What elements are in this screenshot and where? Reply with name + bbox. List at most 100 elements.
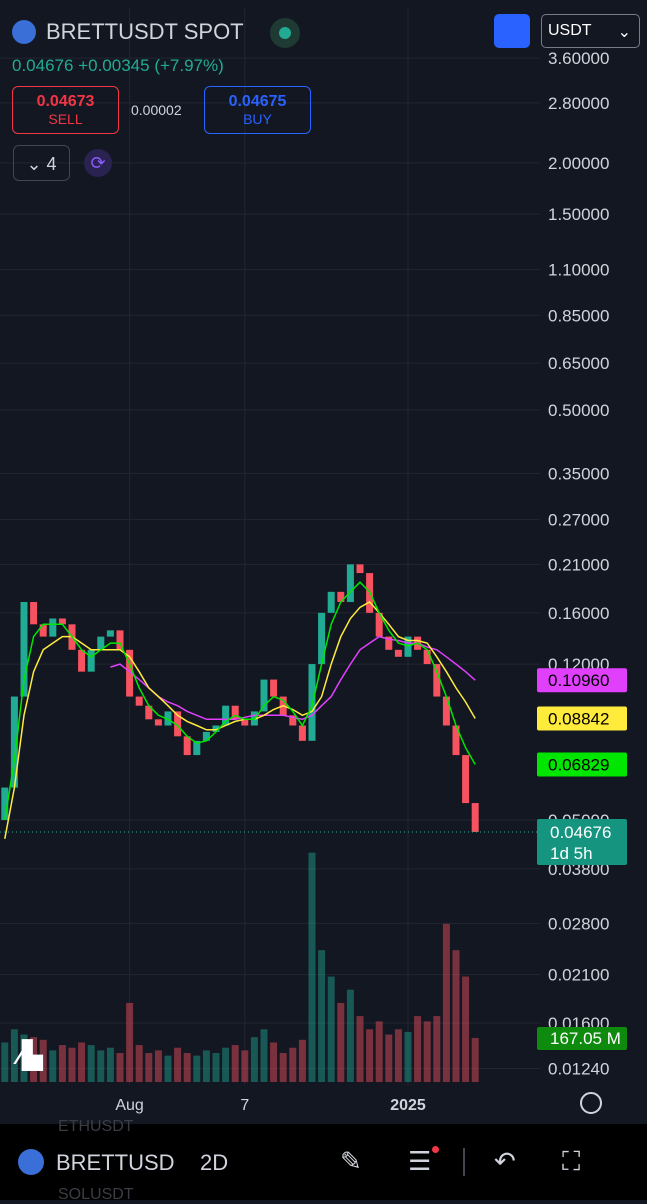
y-tick-label: 0.85000 bbox=[548, 306, 609, 325]
volume-bar bbox=[1, 1042, 9, 1082]
change-pct: (+7.97%) bbox=[154, 56, 224, 75]
volume-bar bbox=[356, 1016, 364, 1082]
buy-button[interactable]: 0.04675 BUY bbox=[204, 86, 311, 134]
x-tick-label: 2025 bbox=[390, 1097, 426, 1114]
volume-label: 167.05 M bbox=[550, 1029, 621, 1048]
layout-button[interactable] bbox=[494, 14, 530, 48]
toolbar-symbol[interactable]: BRETTUSD bbox=[56, 1150, 175, 1175]
candle-body bbox=[442, 696, 450, 726]
volume-bar bbox=[394, 1029, 402, 1082]
candle-body bbox=[174, 711, 182, 737]
candle-body bbox=[270, 679, 278, 697]
candle-body bbox=[318, 612, 326, 665]
indicators-button[interactable]: ☰ bbox=[408, 1146, 432, 1176]
symbol-title[interactable]: BRETTUSDT SPOT bbox=[46, 19, 244, 44]
undo-button[interactable]: ↶ bbox=[494, 1146, 516, 1176]
list-item[interactable]: SOLUSDT bbox=[58, 1186, 134, 1203]
candle-body bbox=[423, 649, 431, 665]
tv-logo: ⁄▙ bbox=[18, 1040, 43, 1070]
candle-body bbox=[375, 612, 383, 637]
sell-label: SELL bbox=[48, 111, 83, 127]
x-tick-label: Aug bbox=[115, 1097, 143, 1114]
draw-button[interactable]: ✎ bbox=[340, 1146, 362, 1176]
candle-body bbox=[289, 715, 297, 726]
y-tick-label: 0.21000 bbox=[548, 555, 609, 574]
volume-bar bbox=[423, 1021, 431, 1082]
list-item[interactable]: ETHUSDT bbox=[58, 1118, 134, 1135]
candle-body bbox=[58, 618, 66, 625]
volume-bar bbox=[58, 1045, 66, 1082]
volume-bar bbox=[106, 1047, 114, 1082]
candle-body bbox=[462, 755, 470, 804]
volume-bar bbox=[337, 1002, 345, 1082]
candle-body bbox=[337, 591, 345, 603]
candle-body bbox=[222, 705, 230, 726]
volume-bar bbox=[116, 1053, 124, 1082]
volume-bar bbox=[39, 1039, 47, 1082]
volume-bar bbox=[97, 1050, 105, 1082]
volume-bar bbox=[183, 1053, 191, 1082]
candle-body bbox=[202, 731, 210, 741]
volume-bar bbox=[49, 1050, 57, 1082]
y-tick-label: 1.50000 bbox=[548, 205, 609, 224]
volume-bar bbox=[346, 989, 354, 1082]
candle-body bbox=[10, 696, 18, 788]
candle-body bbox=[346, 564, 354, 603]
candle-body bbox=[126, 649, 134, 697]
y-tick-label: 1.10000 bbox=[548, 260, 609, 279]
moving-average bbox=[4, 601, 476, 839]
y-tick-label: 0.27000 bbox=[548, 511, 609, 530]
ma-price-tag: 0.10960 bbox=[537, 668, 627, 693]
candle-body bbox=[298, 725, 306, 741]
current-price-label: 0.04676 bbox=[550, 823, 611, 842]
volume-bar bbox=[78, 1042, 86, 1082]
market-status bbox=[270, 18, 300, 48]
spread: 0.00002 bbox=[131, 102, 182, 118]
volume-bar bbox=[260, 1029, 268, 1082]
volume-bar bbox=[20, 1034, 28, 1082]
volume-box bbox=[537, 1026, 627, 1050]
ma-price-label: 0.08842 bbox=[548, 709, 609, 728]
volume-bar bbox=[135, 1045, 143, 1082]
currency-select[interactable]: USDT ⌄ bbox=[541, 14, 640, 48]
price-line: 0.04676 +0.00345 (+7.97%) bbox=[12, 56, 224, 76]
candle-body bbox=[433, 664, 441, 697]
volume-bar bbox=[231, 1045, 239, 1082]
candle-body bbox=[183, 736, 191, 756]
ma-price-box bbox=[537, 752, 627, 777]
sell-price: 0.04673 bbox=[36, 93, 95, 110]
candle-body bbox=[241, 719, 249, 726]
volume-bar bbox=[308, 852, 316, 1082]
notification-dot bbox=[432, 1146, 439, 1153]
volume-bar bbox=[462, 976, 470, 1082]
y-tick-label: 0.02800 bbox=[548, 914, 609, 933]
volume-bar bbox=[193, 1055, 201, 1082]
y-tick-label: 0.35000 bbox=[548, 464, 609, 483]
candle-body bbox=[135, 696, 143, 706]
ma-price-label: 0.10960 bbox=[548, 671, 609, 690]
volume-bar bbox=[154, 1050, 162, 1082]
settings-button[interactable] bbox=[580, 1092, 602, 1114]
indicator-toggle[interactable]: ⌄ 4 bbox=[13, 145, 70, 181]
candle-body bbox=[385, 636, 393, 650]
volume-bar bbox=[270, 1042, 278, 1082]
y-tick-label: 0.50000 bbox=[548, 401, 609, 420]
volume-bar bbox=[212, 1053, 220, 1082]
x-tick-label: 7 bbox=[240, 1097, 249, 1114]
bottom-toolbar: ETHUSDT SOLUSDT BRETTUSD 2D ✎ ☰ ↶ ⛶ bbox=[0, 1118, 647, 1203]
volume-bar bbox=[279, 1053, 287, 1082]
volume-bar bbox=[174, 1047, 182, 1082]
sync-button[interactable]: ⟳ bbox=[84, 149, 112, 177]
candle-body bbox=[145, 705, 153, 720]
ma-price-tag: 0.06829 bbox=[537, 752, 627, 777]
ma-price-label: 0.06829 bbox=[548, 756, 609, 775]
volume-bar bbox=[126, 1002, 134, 1082]
volume-bar bbox=[442, 923, 450, 1082]
fullscreen-button[interactable]: ⛶ bbox=[562, 1146, 581, 1176]
sell-button[interactable]: 0.04673 SELL bbox=[12, 86, 119, 134]
volume-bar bbox=[87, 1045, 95, 1082]
change: +0.00345 bbox=[78, 56, 150, 75]
volume-bar bbox=[385, 1034, 393, 1082]
toolbar-interval[interactable]: 2D bbox=[200, 1150, 229, 1175]
volume-bar bbox=[10, 1029, 18, 1082]
